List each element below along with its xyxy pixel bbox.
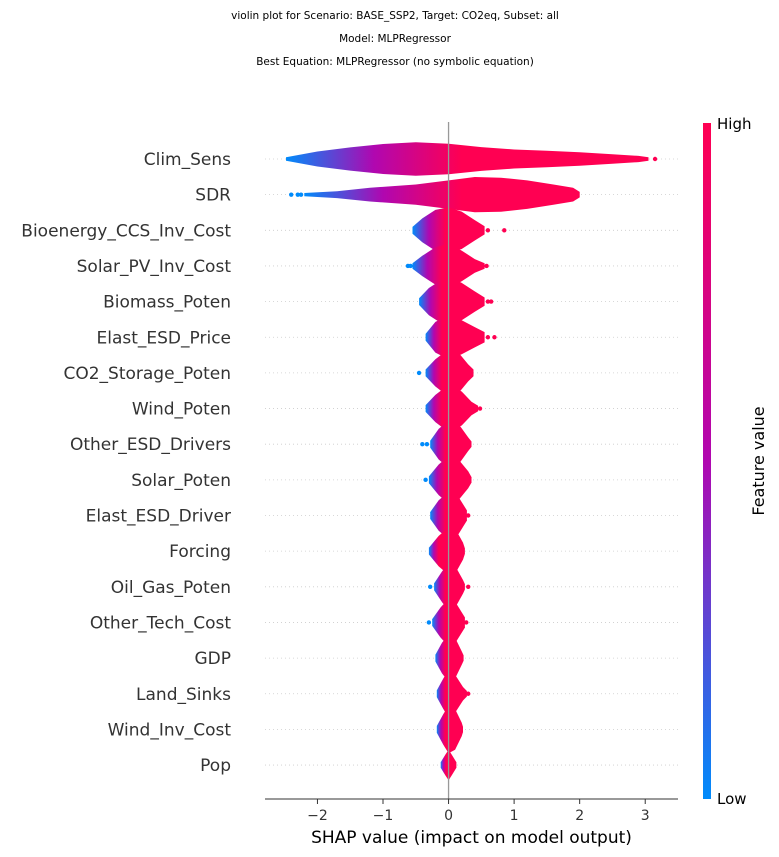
violin [436,670,467,718]
outlier-point [488,299,494,304]
outlier-point [492,335,497,340]
outlier-point [423,477,428,483]
outlier-point [466,691,471,696]
x-tick-label: −1 [373,808,394,824]
violin [425,349,474,397]
outlier-point [485,299,491,304]
feature-label: Solar_Poten [131,471,231,491]
feature-label: Bioenergy_CCS_Inv_Cost [21,221,231,241]
colorbar-title: Feature value [749,406,768,515]
violin [425,315,485,360]
violin [430,420,472,468]
feature-label: Forcing [169,542,231,562]
outlier-point [502,228,507,233]
chart-title: violin plot for Scenario: BASE_SSP2, Tar… [231,10,559,68]
row-gridlines [265,158,678,766]
violin [425,384,479,433]
x-ticks: −2 −1 0 1 2 3 [307,799,650,824]
violin [428,456,472,504]
colorbar-low-label: Low [717,790,747,808]
feature-label: Elast_ESD_Driver [86,507,231,527]
violin-group [286,142,658,781]
outlier-point [420,442,425,447]
outlier-point [485,335,491,340]
colorbar: High Low Feature value [703,115,768,808]
x-tick-label: −2 [307,808,328,824]
x-axis-title: SHAP value (impact on model output) [311,828,632,848]
outlier-point [484,263,489,269]
x-tick-label: 1 [510,808,519,824]
x-axis: −2 −1 0 1 2 3 SHAP value (impact on model out… [265,798,678,848]
x-tick-label: 3 [641,808,650,824]
outlier-point [426,620,432,625]
outlier-point [477,406,483,411]
violin [304,177,580,213]
feature-label: CO2_Storage_Poten [63,364,231,384]
violin [436,705,463,754]
feature-labels: Clim_Sens SDR Bioenergy_CCS_Inv_Cost Solar_… [21,150,231,776]
title-line-2: Model: MLPRegressor [339,33,452,45]
outlier-point [408,263,413,269]
feature-label: Pop [200,756,231,776]
feature-label: Elast_ESD_Price [97,328,232,348]
feature-label: Clim_Sens [144,150,231,170]
outlier-point [416,370,422,376]
outlier-point [485,228,491,233]
violin [434,563,465,611]
colorbar-gradient [703,123,711,799]
violin [435,634,464,682]
outlier-point [289,192,294,197]
outlier-point [424,442,430,447]
outlier-point [298,192,304,197]
outlier-point [466,513,471,518]
feature-label: Biomass_Poten [103,293,231,313]
feature-label: GDP [194,649,231,669]
outlier-point [295,192,300,197]
feature-label: Oil_Gas_Poten [111,578,231,598]
title-line-3: Best Equation: MLPRegressor (no symbolic… [256,56,534,68]
feature-label: Other_ESD_Drivers [70,435,231,455]
feature-label: Wind_Poten [132,400,231,420]
feature-label: Solar_PV_Inv_Cost [77,257,232,277]
colorbar-high-label: High [717,115,751,133]
feature-label: Other_Tech_Cost [90,613,231,633]
title-line-1: violin plot for Scenario: BASE_SSP2, Tar… [231,10,559,22]
x-tick-label: 2 [575,808,584,824]
outlier-point [652,156,658,162]
feature-label: Wind_Inv_Cost [108,720,232,740]
feature-label: Land_Sinks [136,685,231,705]
violin [419,277,485,326]
x-tick-label: 0 [444,808,453,824]
violin [428,527,465,575]
outlier-point [428,584,433,589]
violin [286,142,649,176]
feature-label: SDR [195,186,231,206]
outlier-point [466,584,471,589]
outlier-point [464,620,469,625]
